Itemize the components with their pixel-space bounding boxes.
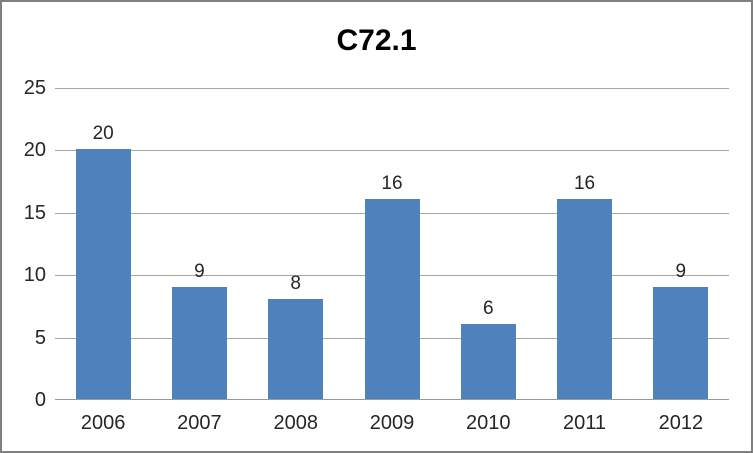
- bar: [653, 286, 709, 399]
- gridline: [55, 88, 729, 89]
- gridline: [55, 150, 729, 152]
- bar-value-label: 20: [92, 123, 114, 145]
- bar: [268, 299, 324, 399]
- chart-title: C72.1: [336, 24, 417, 57]
- bar: [75, 149, 131, 399]
- bar-value-label: 6: [482, 298, 494, 320]
- bar: [171, 286, 227, 399]
- bar-value-label: 8: [290, 273, 301, 295]
- x-tick-label: 2012: [658, 412, 704, 434]
- y-tick-label: 0: [34, 389, 46, 411]
- x-tick-label: 2008: [273, 412, 318, 434]
- x-tick-label: 2006: [80, 412, 126, 434]
- x-tick-label: 2011: [563, 412, 607, 434]
- x-tick-label: 2010: [466, 412, 511, 434]
- x-tick-label: 2009: [369, 412, 415, 434]
- bar-value-label: 9: [675, 260, 687, 282]
- bar: [557, 199, 613, 399]
- y-tick-label: 10: [23, 264, 46, 287]
- y-tick-label: 15: [23, 201, 46, 224]
- bar: [460, 324, 516, 399]
- x-tick-label: 2007: [177, 412, 222, 434]
- bar-value-label: 16: [381, 173, 403, 195]
- y-tick-label: 25: [23, 77, 46, 99]
- bar-value-label: 16: [573, 173, 596, 195]
- y-tick-label: 20: [23, 139, 46, 162]
- bar: [364, 199, 420, 399]
- bar-value-label: 9: [194, 260, 205, 282]
- y-tick-label: 5: [34, 326, 46, 349]
- plot-area: 20 9 8 16 6 16 9: [55, 88, 729, 400]
